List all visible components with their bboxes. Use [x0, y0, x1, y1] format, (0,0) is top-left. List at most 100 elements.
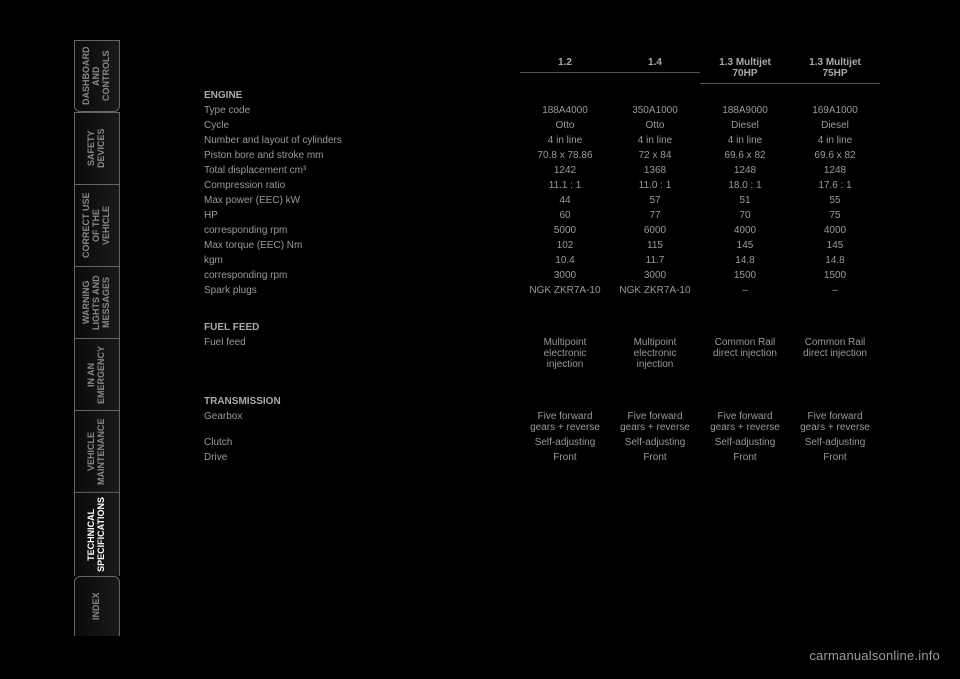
spec-row: GearboxFive forward gears + reverseFive … — [200, 409, 880, 435]
spec-value: 4000 — [790, 223, 880, 238]
nav-tab-2[interactable]: SAFETY DEVICES — [74, 112, 120, 184]
spec-value: Five forward gears + reverse — [520, 409, 610, 435]
spec-value: 1500 — [700, 268, 790, 283]
spec-value: Five forward gears + reverse — [610, 409, 700, 435]
nav-tab-1[interactable]: DASHBOARD AND CONTROLS — [74, 40, 120, 112]
spec-row: kgm10.411.714.814.8 — [200, 253, 880, 268]
spec-value: 11.7 — [610, 253, 700, 268]
spec-value: 18.0 : 1 — [700, 178, 790, 193]
section-title-row: TRANSMISSION — [200, 394, 880, 409]
spec-header-blank — [200, 55, 520, 59]
spec-label: Type code — [200, 103, 520, 118]
spec-label: Gearbox — [200, 409, 520, 424]
spec-value: 188A9000 — [700, 103, 790, 118]
spec-row: Number and layout of cylinders4 in line4… — [200, 133, 880, 148]
spec-value: 11.1 : 1 — [520, 178, 610, 193]
spec-value: – — [790, 283, 880, 298]
section-title-row: ENGINE — [200, 88, 880, 103]
spec-row: Spark plugsNGK ZKR7A-10NGK ZKR7A-10–– — [200, 283, 880, 298]
spec-label: Drive — [200, 450, 520, 465]
spec-value: Front — [610, 450, 700, 465]
nav-tab-6[interactable]: VEHICLE MAINTENANCE — [74, 410, 120, 492]
spec-label: Fuel feed — [200, 335, 520, 350]
spec-value: 60 — [520, 208, 610, 223]
spec-col-header: 1.3 Multijet 70HP — [700, 55, 790, 84]
spec-value: 5000 — [520, 223, 610, 238]
spec-value: 51 — [700, 193, 790, 208]
spec-value: Self-adjusting — [790, 435, 880, 450]
spec-value: 4 in line — [610, 133, 700, 148]
spec-value: 57 — [610, 193, 700, 208]
spec-value: 169A1000 — [790, 103, 880, 118]
spec-value: 17.6 : 1 — [790, 178, 880, 193]
spec-col-header: 1.4 — [610, 55, 700, 73]
spec-row: HP60777075 — [200, 208, 880, 223]
spec-value: Multipoint electronic injection — [520, 335, 610, 372]
spec-value: 77 — [610, 208, 700, 223]
nav-tab-7[interactable]: TECHNICAL SPECIFICATIONS — [74, 492, 120, 576]
spec-label: Compression ratio — [200, 178, 520, 193]
spec-value: NGK ZKR7A-10 — [610, 283, 700, 298]
spec-value: 145 — [700, 238, 790, 253]
spec-value: Five forward gears + reverse — [790, 409, 880, 435]
spec-value: – — [700, 283, 790, 298]
nav-tab-5[interactable]: IN AN EMERGENCY — [74, 338, 120, 410]
spec-value: Otto — [610, 118, 700, 133]
spec-content: 1.21.41.3 Multijet 70HP1.3 Multijet 75HP… — [200, 55, 880, 465]
spec-value: 75 — [790, 208, 880, 223]
spec-value: 6000 — [610, 223, 700, 238]
spec-value: 69.6 x 82 — [790, 148, 880, 163]
spec-row: corresponding rpm3000300015001500 — [200, 268, 880, 283]
section-title: TRANSMISSION — [200, 394, 520, 409]
spec-value: 3000 — [610, 268, 700, 283]
spec-value: 145 — [790, 238, 880, 253]
spec-label: Max torque (EEC) Nm — [200, 238, 520, 253]
nav-tab-4[interactable]: WARNING LIGHTS AND MESSAGES — [74, 266, 120, 338]
nav-tab-8[interactable]: INDEX — [74, 576, 120, 636]
spec-label: Max power (EEC) kW — [200, 193, 520, 208]
spec-value: 55 — [790, 193, 880, 208]
spec-row: Fuel feedMultipoint electronic injection… — [200, 335, 880, 372]
spec-value: 1248 — [790, 163, 880, 178]
spec-row: Type code188A4000350A1000188A9000169A100… — [200, 103, 880, 118]
spec-row: ClutchSelf-adjustingSelf-adjustingSelf-a… — [200, 435, 880, 450]
spec-value: 350A1000 — [610, 103, 700, 118]
section-title: FUEL FEED — [200, 320, 520, 335]
spec-value: 11.0 : 1 — [610, 178, 700, 193]
spec-value: Front — [700, 450, 790, 465]
nav-tab-3[interactable]: CORRECT USE OF THE VEHICLE — [74, 184, 120, 266]
spec-value: 1248 — [700, 163, 790, 178]
spec-value: 72 x 84 — [610, 148, 700, 163]
spec-row: Total displacement cm³1242136812481248 — [200, 163, 880, 178]
spec-value: 3000 — [520, 268, 610, 283]
spec-col-header: 1.3 Multijet 75HP — [790, 55, 880, 84]
spec-row: corresponding rpm5000600040004000 — [200, 223, 880, 238]
spec-row: Max power (EEC) kW44575155 — [200, 193, 880, 208]
spec-label: corresponding rpm — [200, 268, 520, 283]
spec-label: corresponding rpm — [200, 223, 520, 238]
spec-row: Piston bore and stroke mm70.8 x 78.8672 … — [200, 148, 880, 163]
spec-label: kgm — [200, 253, 520, 268]
spec-value: 4 in line — [520, 133, 610, 148]
spec-value: 14.8 — [790, 253, 880, 268]
spec-value: 70 — [700, 208, 790, 223]
spec-value: 1368 — [610, 163, 700, 178]
spec-value: Front — [520, 450, 610, 465]
spec-value: Diesel — [700, 118, 790, 133]
spec-value: NGK ZKR7A-10 — [520, 283, 610, 298]
spec-value: Diesel — [790, 118, 880, 133]
spec-value: 4000 — [700, 223, 790, 238]
spec-label: Number and layout of cylinders — [200, 133, 520, 148]
spec-label: Total displacement cm³ — [200, 163, 520, 178]
spec-row: CycleOttoOttoDieselDiesel — [200, 118, 880, 133]
section-title-row: FUEL FEED — [200, 320, 880, 335]
spec-label: Clutch — [200, 435, 520, 450]
spec-value: Self-adjusting — [700, 435, 790, 450]
spec-value: 188A4000 — [520, 103, 610, 118]
spec-col-header: 1.2 — [520, 55, 610, 73]
spec-value: Self-adjusting — [520, 435, 610, 450]
spec-value: 1500 — [790, 268, 880, 283]
spec-label: Piston bore and stroke mm — [200, 148, 520, 163]
spec-value: Five forward gears + reverse — [700, 409, 790, 435]
spec-value: Multipoint electronic injection — [610, 335, 700, 372]
